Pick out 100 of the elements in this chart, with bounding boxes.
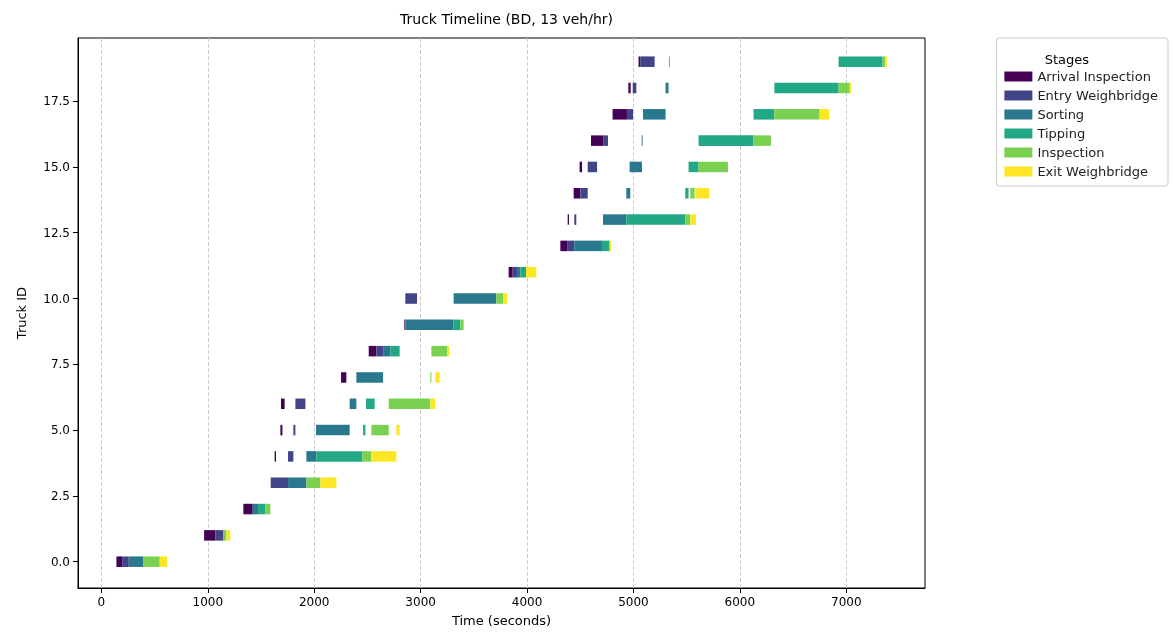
bar: [753, 109, 775, 120]
bar: [388, 398, 431, 410]
x-tick-label: 2000: [298, 595, 330, 609]
bar: [243, 503, 253, 515]
bar: [270, 477, 289, 488]
bar: [405, 293, 418, 304]
bar: [366, 398, 375, 410]
legend-label: Entry Weighbridge: [1037, 88, 1158, 103]
bar: [665, 82, 669, 94]
bar: [690, 214, 697, 225]
bar: [502, 293, 508, 304]
bar: [574, 240, 602, 252]
bar: [371, 451, 397, 462]
bar: [628, 82, 631, 94]
bar: [280, 424, 283, 436]
bar: [258, 503, 266, 515]
bar: [431, 345, 448, 357]
y-tick-label: 5.0: [50, 423, 70, 438]
bar: [695, 188, 710, 199]
bar: [405, 319, 454, 331]
bar: [356, 372, 384, 383]
bar: [288, 451, 294, 462]
bar: [590, 135, 604, 146]
bar: [453, 293, 497, 304]
bar: [341, 372, 347, 383]
bar: [580, 188, 588, 199]
bar: [508, 266, 513, 278]
bar: [281, 398, 285, 410]
bar: [390, 345, 400, 357]
bar: [460, 319, 464, 331]
y-tick-label: 0.0: [50, 554, 70, 569]
x-tick-label: 5000: [618, 595, 649, 609]
bar: [496, 293, 503, 304]
x-tick-label: 1000: [192, 595, 224, 609]
bar: [560, 240, 568, 252]
bar: [396, 424, 400, 436]
bar: [753, 135, 771, 146]
bar: [288, 477, 307, 488]
bar: [204, 530, 216, 541]
bar: [819, 109, 830, 120]
bar: [265, 503, 271, 515]
legend-label: Sorting: [1037, 107, 1085, 122]
bar: [587, 161, 598, 173]
y-axis-title: Truck ID: [14, 286, 29, 341]
y-tick-label: 15.0: [43, 159, 70, 174]
bar: [603, 135, 609, 146]
bar: [690, 188, 695, 199]
legend-title: Stages: [1044, 52, 1090, 67]
bar: [640, 56, 655, 67]
legend-label: Exit Weighbridge: [1037, 164, 1149, 179]
x-tick-label: 3000: [405, 595, 436, 609]
bar: [685, 188, 689, 199]
y-tick-label: 17.5: [43, 94, 70, 109]
bar: [626, 109, 634, 120]
y-tick-label: 12.5: [43, 225, 70, 240]
bar: [838, 82, 850, 94]
bar: [626, 214, 686, 225]
bar: [629, 161, 642, 173]
bar: [371, 424, 389, 436]
x-tick-label: 6000: [724, 595, 756, 609]
bar: [430, 398, 436, 410]
bar: [226, 530, 231, 541]
bar: [376, 345, 384, 357]
y-tick-label: 7.5: [50, 357, 70, 372]
bar: [698, 161, 728, 173]
bar: [525, 266, 537, 278]
bar: [295, 398, 306, 410]
bar: [688, 161, 699, 173]
y-tick-label: 2.5: [50, 488, 70, 503]
bar: [159, 556, 168, 567]
bar: [603, 214, 627, 225]
bar: [122, 556, 129, 567]
bar: [774, 82, 839, 94]
bar: [316, 424, 350, 436]
chart-title: Truck Timeline (BD, 13 veh/hr): [399, 11, 613, 27]
bar: [698, 135, 754, 146]
bar: [601, 240, 610, 252]
x-tick-label: 0: [97, 595, 106, 609]
x-tick-label: 4000: [511, 595, 543, 609]
bar: [685, 214, 691, 225]
bar: [574, 214, 577, 225]
bar: [215, 530, 224, 541]
y-tick-label: 10.0: [43, 291, 70, 306]
bar: [320, 477, 337, 488]
bar: [573, 188, 581, 199]
x-tick-label: 7000: [830, 595, 862, 609]
x-axis-title: Time (seconds): [450, 613, 552, 628]
bar: [128, 556, 144, 567]
bar: [626, 188, 631, 199]
bar: [116, 556, 123, 567]
bar: [316, 451, 363, 462]
bar: [612, 109, 627, 120]
legend-label: Arrival Inspection: [1037, 69, 1151, 84]
bar: [306, 477, 321, 488]
bar: [838, 56, 883, 67]
bar: [223, 530, 227, 541]
bar: [435, 372, 440, 383]
legend-label: Inspection: [1037, 145, 1105, 160]
bar: [362, 451, 372, 462]
bar: [643, 109, 666, 120]
